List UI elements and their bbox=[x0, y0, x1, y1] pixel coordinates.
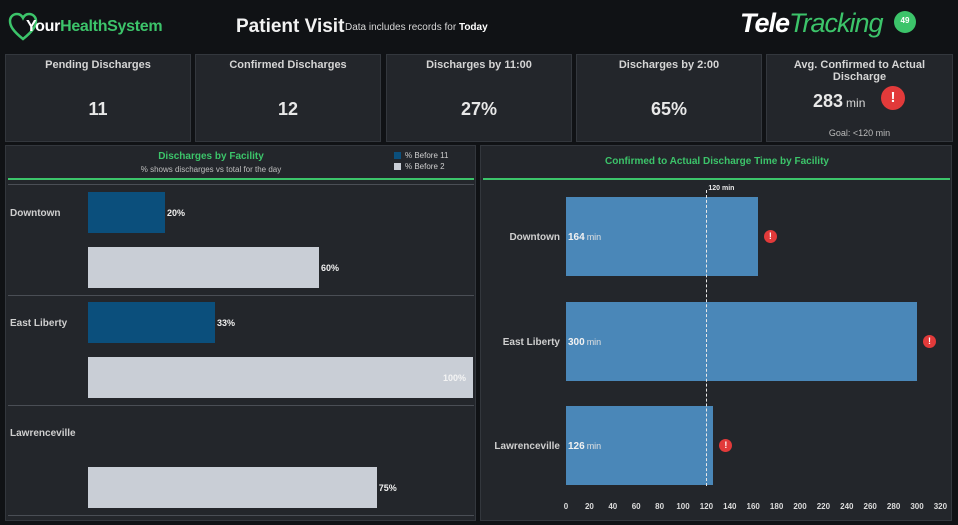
page-title: Patient Visit bbox=[236, 16, 345, 37]
teletracking-logo: TeleTracking bbox=[740, 8, 884, 38]
legend-label: % Before 11 bbox=[405, 151, 449, 160]
row-label-lawrenceville: Lawrenceville bbox=[494, 441, 560, 452]
bar-before-2-downtown bbox=[88, 247, 319, 288]
facility-label-east-liberty: East Liberty bbox=[10, 318, 68, 329]
kpi-label: Discharges by 11:00 bbox=[426, 59, 532, 71]
bar-minutes-lawrenceville bbox=[566, 406, 714, 485]
kpi-discharges-by-11: Discharges by 11:00 27% bbox=[386, 54, 572, 142]
x-tick-label: 300 bbox=[910, 502, 924, 511]
bar-label-before-2-downtown: 60% bbox=[321, 263, 340, 273]
value-label-east-liberty: 300 min bbox=[568, 337, 601, 348]
alert-icon-lawrenceville: ! bbox=[719, 439, 733, 452]
logo-text: YourHealthSystem bbox=[26, 18, 163, 35]
kpi-label: Avg. Confirmed to Actual Discharge bbox=[793, 59, 926, 83]
legend-item-before-11: % Before 11 bbox=[394, 150, 448, 161]
x-tick-label: 320 bbox=[933, 502, 948, 511]
kpi-value: 12 bbox=[277, 99, 299, 119]
facility-label-lawrenceville: Lawrenceville bbox=[10, 428, 76, 439]
row-label-east-liberty: East Liberty bbox=[502, 337, 560, 348]
kpi-label: Confirmed Discharges bbox=[229, 59, 347, 71]
facility-label-downtown: Downtown bbox=[10, 208, 61, 219]
bar-label-before-11-east-liberty: 33% bbox=[217, 318, 236, 328]
legend-swatch bbox=[394, 152, 401, 159]
row-divider bbox=[8, 184, 474, 185]
kpi-discharges-by-2: Discharges by 2:00 65% bbox=[576, 54, 762, 142]
kpi-value: 27% bbox=[460, 99, 498, 119]
kpi-confirmed-discharges: Confirmed Discharges 12 bbox=[195, 54, 381, 142]
kpi-label: Discharges by 2:00 bbox=[618, 59, 720, 71]
legend-item-before-2: % Before 2 bbox=[394, 161, 448, 172]
x-tick-label: 0 bbox=[563, 502, 569, 511]
kpi-avg-confirmed-to-actual: Avg. Confirmed to Actual Discharge 283 mi… bbox=[766, 54, 953, 142]
notification-badge[interactable]: 49 bbox=[894, 11, 916, 33]
bar-minutes-downtown bbox=[566, 197, 758, 276]
x-tick-label: 100 bbox=[676, 502, 690, 511]
alert-icon-downtown: ! bbox=[763, 230, 777, 243]
x-tick-label: 40 bbox=[608, 502, 618, 511]
discharges-by-facility-panel: Discharges by Facility % shows discharge… bbox=[5, 145, 476, 521]
alert-icon: ! bbox=[881, 86, 905, 110]
legend: % Before 11 % Before 2 bbox=[394, 150, 448, 172]
reference-label: 120 min bbox=[708, 185, 735, 192]
x-tick-label: 200 bbox=[793, 502, 807, 511]
value-unit: min bbox=[586, 232, 602, 242]
bar-before-2-east-liberty bbox=[88, 357, 473, 398]
row-divider bbox=[8, 405, 474, 406]
x-tick-label: 220 bbox=[816, 502, 831, 511]
value-label-lawrenceville: 126 min bbox=[568, 441, 601, 452]
value-number: 126 bbox=[568, 441, 585, 452]
bar-label-before-2-lawrenceville: 75% bbox=[378, 483, 397, 493]
x-tick-label: 160 bbox=[746, 502, 760, 511]
x-tick-label: 180 bbox=[769, 502, 784, 511]
x-tick-label: 20 bbox=[584, 502, 594, 511]
x-tick-label: 80 bbox=[655, 502, 665, 511]
confirmed-to-actual-panel: Confirmed to Actual Discharge Time by Fa… bbox=[480, 145, 952, 521]
reference-line bbox=[706, 190, 708, 486]
x-tick-label: 60 bbox=[631, 502, 641, 511]
legend-label: % Before 2 bbox=[405, 162, 445, 171]
kpi-value: 283 min bbox=[813, 91, 866, 111]
health-system-logo[interactable]: YourHealthSystem bbox=[8, 12, 163, 42]
title-divider bbox=[483, 178, 950, 180]
x-tick-label: 240 bbox=[840, 502, 854, 511]
x-tick-label: 140 bbox=[723, 502, 737, 511]
value-number: 300 bbox=[568, 337, 585, 348]
bar-before-11-downtown bbox=[88, 192, 165, 233]
row-label-downtown: Downtown bbox=[509, 232, 560, 243]
page-subtitle: Data includes records for Today bbox=[345, 22, 488, 33]
kpi-pending-discharges: Pending Discharges 11 bbox=[5, 54, 191, 142]
row-divider bbox=[8, 295, 474, 296]
alert-icon-east-liberty: ! bbox=[923, 335, 936, 348]
legend-swatch bbox=[394, 163, 401, 170]
bar-label-before-2-east-liberty: 100% bbox=[443, 373, 467, 383]
panel-title: Confirmed to Actual Discharge Time by Fa… bbox=[605, 156, 829, 167]
bar-minutes-east-liberty bbox=[566, 302, 917, 381]
kpi-label: Pending Discharges bbox=[45, 59, 151, 71]
value-number: 164 bbox=[568, 232, 585, 243]
panel-subtitle: % shows discharges vs total for the day bbox=[140, 165, 282, 174]
title-divider bbox=[8, 178, 474, 180]
value-unit: min bbox=[586, 337, 602, 347]
x-tick-label: 260 bbox=[863, 502, 877, 511]
x-tick-label: 280 bbox=[886, 502, 901, 511]
value-unit: min bbox=[586, 441, 602, 451]
header: YourHealthSystem Patient Visit Data incl… bbox=[0, 0, 958, 52]
row-divider bbox=[8, 515, 474, 516]
heart-icon bbox=[8, 12, 38, 41]
bar-before-11-east-liberty bbox=[88, 302, 216, 343]
bar-before-2-lawrenceville bbox=[88, 467, 377, 508]
panel-title: Discharges by Facility bbox=[158, 151, 264, 162]
value-label-downtown: 164 min bbox=[568, 232, 601, 243]
bar-label-before-11-downtown: 20% bbox=[167, 208, 186, 218]
kpi-goal: Goal: <120 min bbox=[828, 128, 891, 138]
kpi-value: 65% bbox=[650, 99, 688, 119]
kpi-value: 11 bbox=[88, 99, 108, 119]
x-tick-label: 120 bbox=[699, 502, 714, 511]
